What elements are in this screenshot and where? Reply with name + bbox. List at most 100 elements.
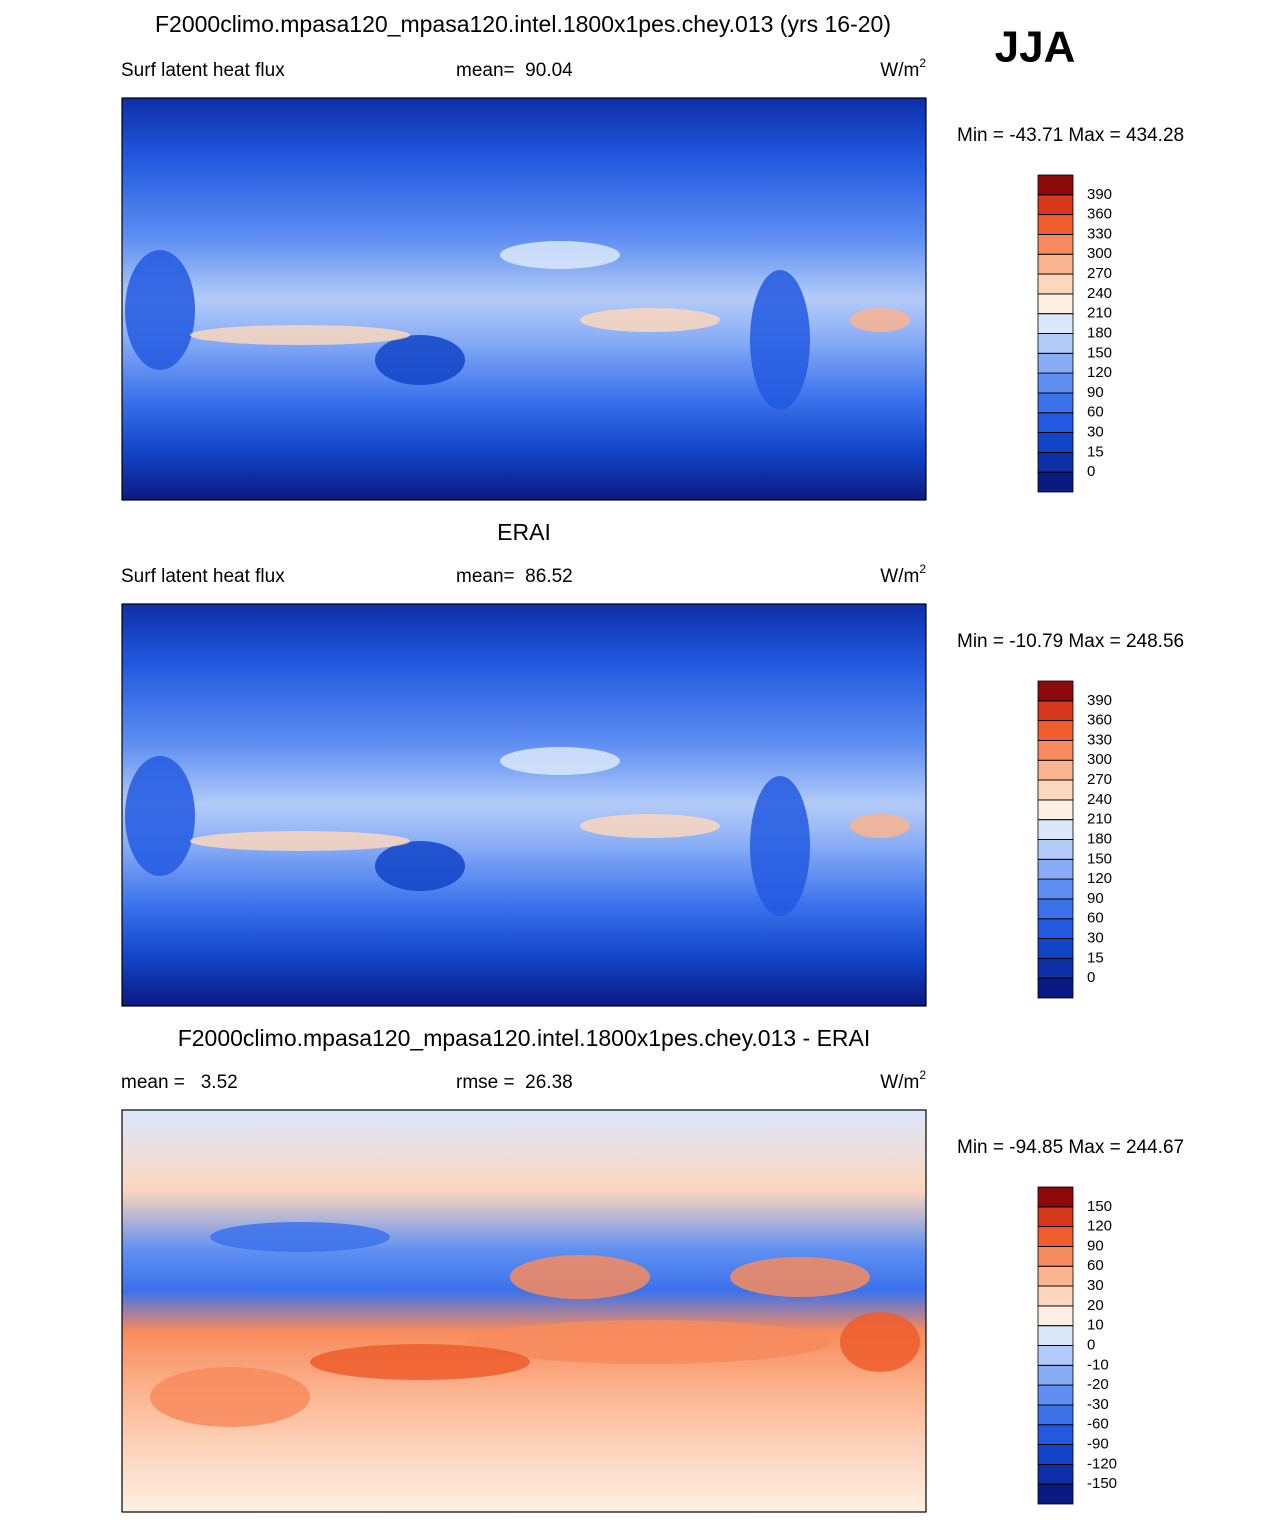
units-base: W/m (880, 60, 919, 81)
map-frame (121, 1109, 927, 1513)
panel-center-label: rmse = 26.38 (456, 1072, 573, 1093)
colorbar-label: 0 (1087, 969, 1095, 986)
map-feature (210, 1222, 390, 1252)
colorbar-box (1037, 1226, 1074, 1247)
colorbar-box (1037, 680, 1074, 702)
colorbar-label: 120 (1087, 364, 1112, 381)
units-label: W/m2 (880, 562, 926, 587)
colorbar-label: 210 (1087, 305, 1112, 322)
colorbar-box (1037, 759, 1074, 781)
panel-center-label: mean= 86.52 (456, 566, 573, 587)
panel-left-label: Surf latent heat flux (121, 566, 285, 587)
colorbar-box (1037, 819, 1074, 840)
colorbar-box (1037, 372, 1074, 394)
colorbar-box (1037, 1285, 1074, 1307)
colorbar-label: 150 (1087, 850, 1112, 867)
colorbar-box (1037, 471, 1074, 493)
colorbar-label: 270 (1087, 265, 1112, 282)
colorbar-box (1037, 1384, 1074, 1406)
map-feature (580, 308, 720, 332)
colorbar-box (1037, 720, 1074, 741)
map-feature (375, 335, 465, 385)
units-label: W/m2 (880, 1068, 926, 1093)
colorbar-box (1037, 898, 1074, 920)
colorbar-label: -60 (1087, 1416, 1109, 1433)
colorbar-label: 390 (1087, 692, 1112, 709)
colorbar-box (1037, 333, 1074, 354)
colorbar-box (1037, 432, 1074, 453)
colorbar-label: 120 (1087, 870, 1112, 887)
colorbar-label: -20 (1087, 1376, 1109, 1393)
map-feature (500, 241, 620, 269)
map-feature (125, 250, 195, 370)
colorbar-box (1037, 878, 1074, 900)
colorbar-label: -10 (1087, 1356, 1109, 1373)
colorbar-box (1037, 1206, 1074, 1228)
units-sup: 2 (919, 562, 926, 576)
colorbar-box (1037, 1424, 1074, 1445)
panel-title: ERAI (497, 519, 551, 545)
colorbar-label: 90 (1087, 384, 1104, 401)
range-text: Min = -43.71 Max = 434.28 (957, 125, 1184, 146)
colorbar-label: -90 (1087, 1436, 1109, 1453)
colorbar-box (1037, 1305, 1074, 1327)
map-feature (190, 325, 410, 345)
colorbar-box (1037, 1364, 1074, 1386)
colorbar-box (1037, 839, 1074, 860)
colorbar-box (1037, 293, 1074, 315)
map-feature (190, 831, 410, 851)
colorbar-label: 330 (1087, 731, 1112, 748)
map-feature (750, 776, 810, 916)
colorbar-box (1037, 938, 1074, 959)
colorbar-box (1037, 1325, 1074, 1346)
units-label: W/m2 (880, 56, 926, 81)
colorbar-box (1037, 412, 1074, 433)
colorbar-box (1037, 1265, 1074, 1287)
colorbar-label: 0 (1087, 463, 1095, 480)
colorbar-label: 240 (1087, 791, 1112, 808)
colorbar-box (1037, 392, 1074, 414)
colorbar-label: 30 (1087, 424, 1104, 441)
colorbar-label: 180 (1087, 324, 1112, 341)
colorbar-label: 15 (1087, 949, 1104, 966)
map-feature (500, 747, 620, 775)
colorbar-label: 10 (1087, 1317, 1104, 1334)
season-label: JJA (995, 23, 1076, 72)
map-feature (730, 1257, 870, 1297)
colorbar-box (1037, 1404, 1074, 1426)
map-feature (470, 1320, 830, 1364)
colorbar-box (1037, 799, 1074, 821)
colorbar-label: 15 (1087, 443, 1104, 460)
colorbar-box (1037, 214, 1074, 235)
colorbar-label: -150 (1087, 1475, 1117, 1492)
figure-title: F2000climo.mpasa120_mpasa120.intel.1800x… (155, 11, 891, 37)
colorbar-label: 360 (1087, 712, 1112, 729)
colorbar-box (1037, 1444, 1074, 1465)
colorbar-label: 150 (1087, 1198, 1112, 1215)
colorbar-label: 30 (1087, 1277, 1104, 1294)
colorbar-label: 90 (1087, 1237, 1104, 1254)
colorbar-box (1037, 977, 1074, 999)
colorbar-box (1037, 273, 1074, 295)
panel-title: F2000climo.mpasa120_mpasa120.intel.1800x… (178, 1025, 871, 1051)
colorbar-label: -120 (1087, 1455, 1117, 1472)
range-text: Min = -94.85 Max = 244.67 (957, 1137, 1184, 1158)
map-frame (121, 97, 927, 501)
map-feature (580, 814, 720, 838)
colorbar-box (1037, 194, 1074, 216)
colorbar-box (1037, 700, 1074, 722)
colorbar-label: 60 (1087, 1257, 1104, 1274)
colorbar-box (1037, 957, 1074, 979)
map-field (122, 1110, 926, 1512)
colorbar-label: 0 (1087, 1336, 1095, 1353)
colorbar-label: 180 (1087, 830, 1112, 847)
colorbar-box (1037, 918, 1074, 939)
colorbar-box (1037, 1345, 1074, 1366)
colorbar-label: 60 (1087, 404, 1104, 421)
map-frame (121, 603, 927, 1007)
colorbar-label: 210 (1087, 811, 1112, 828)
map-field (122, 98, 926, 500)
colorbar-label: 240 (1087, 285, 1112, 302)
panel-left-label: Surf latent heat flux (121, 60, 285, 81)
colorbar-label: 20 (1087, 1297, 1104, 1314)
